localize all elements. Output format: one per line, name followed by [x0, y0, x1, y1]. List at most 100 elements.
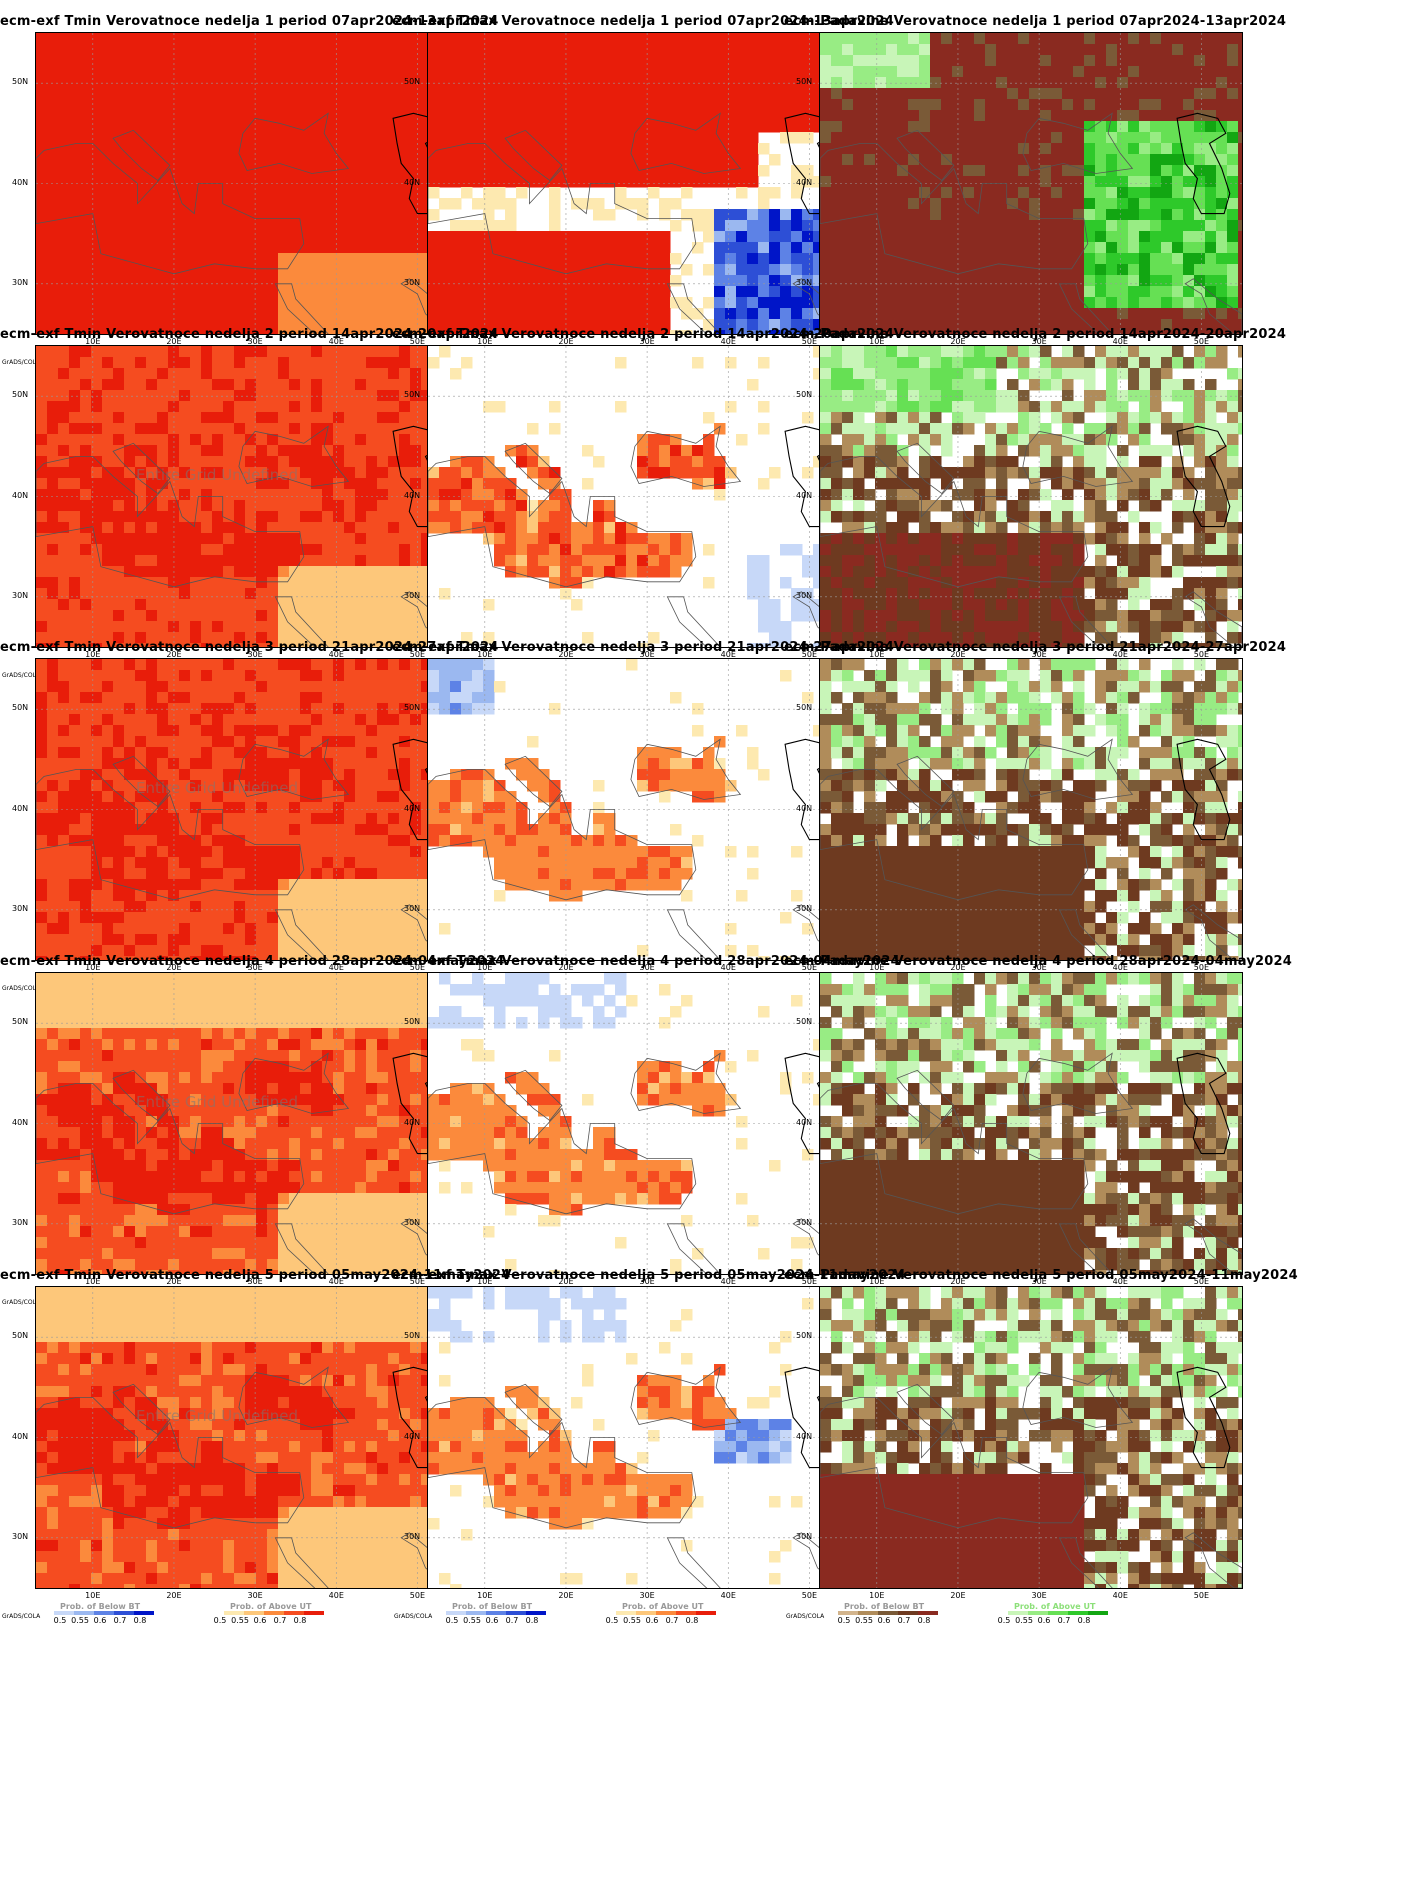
- lon-label: 20E: [166, 337, 182, 346]
- coastline-gulf: [1184, 904, 1242, 960]
- grads-credit: GrADS/COLA: [2, 985, 41, 992]
- legend-title: Prob. of Above UT: [230, 1602, 312, 1611]
- legend-tick: 0.8: [685, 1616, 699, 1625]
- lon-label: 40E: [720, 650, 736, 659]
- legend-tick: 0.5: [837, 1616, 851, 1625]
- lon-label: 20E: [558, 1591, 574, 1600]
- coastline-caspian: [1176, 738, 1231, 841]
- lon-label: 30E: [247, 650, 263, 659]
- grads-credit: GrADS/COLA: [2, 1299, 41, 1306]
- legend-below: Prob. of Below BT 0.5 0.55 0.6 0.7 0.8: [824, 1602, 944, 1628]
- probability-map: [820, 973, 1242, 1274]
- panel-title: ecm-exf Tmin Verovatnoce nedelja 3 perio…: [0, 640, 499, 655]
- coastline-adriatic: [504, 1383, 563, 1436]
- coastline-gulf: [792, 1218, 850, 1274]
- grads-credit: GrADS/COLA: [2, 359, 41, 366]
- map-panel: ecm-exf Tmax Verovatnoce nedelja 5 perio…: [392, 1254, 906, 1633]
- coastline-gulf: [792, 1532, 850, 1588]
- lat-label: 40N: [796, 490, 813, 500]
- legend-tick: 0.55: [1015, 1616, 1033, 1625]
- probability-map: [820, 346, 1242, 647]
- lon-label: 10E: [85, 1277, 101, 1286]
- map-panel: ecm-Padavine Verovatnoce nedelja 3 perio…: [784, 626, 1286, 1005]
- lat-label: 50N: [404, 77, 421, 87]
- lat-label: 40N: [404, 803, 421, 813]
- map-frame: Entire Grid Undefined: [35, 658, 459, 961]
- legend-tick: 0.5: [605, 1616, 619, 1625]
- coastline-red: [1058, 1223, 1113, 1274]
- panel-title: ecm-exf Tmax Verovatnoce nedelja 4 perio…: [392, 954, 900, 969]
- map-panel: ecm-exf Tmax Verovatnoce nedelja 2 perio…: [392, 313, 894, 692]
- legend-ticks: 0.5 0.55 0.6 0.7 0.8: [994, 1616, 1114, 1626]
- lon-label: 50E: [409, 963, 426, 972]
- legend-colorbar: [54, 1611, 154, 1615]
- probability-map: [428, 346, 850, 647]
- lon-label: 30E: [1031, 650, 1047, 659]
- lat-label: 30N: [796, 590, 813, 600]
- probability-map: [428, 659, 850, 960]
- lat-label: 50N: [12, 1331, 29, 1341]
- lat-label: 30N: [404, 1217, 421, 1227]
- coastline-black: [1022, 1366, 1134, 1428]
- grid-undefined-note: Entire Grid Undefined: [136, 466, 299, 484]
- lon-label: 10E: [477, 1591, 493, 1600]
- lon-label: 50E: [801, 1591, 818, 1600]
- map-frame: [427, 658, 851, 961]
- coastline-adriatic: [896, 1069, 955, 1122]
- coastline-black: [238, 425, 350, 487]
- probability-map: [36, 346, 458, 647]
- lon-label: 50E: [409, 337, 426, 346]
- lon-label: 20E: [166, 1277, 182, 1286]
- coastline-gulf: [1184, 591, 1242, 647]
- legend-tick: 0.7: [665, 1616, 679, 1625]
- lon-label: 30E: [639, 650, 655, 659]
- panel-title: ecm-exf Tmin Verovatnoce nedelja 4 perio…: [0, 954, 505, 969]
- lon-label: 10E: [85, 337, 101, 346]
- coastline-adriatic: [504, 442, 563, 495]
- coastline-med: [428, 143, 697, 275]
- lon-label: 50E: [801, 963, 818, 972]
- lon-label: 40E: [720, 1591, 736, 1600]
- coastline-adriatic: [504, 129, 563, 182]
- map-frame: [427, 1286, 851, 1589]
- lon-label: 40E: [720, 963, 736, 972]
- probability-map: [428, 973, 850, 1274]
- coastline-black: [1022, 425, 1134, 487]
- lon-label: 40E: [1112, 650, 1128, 659]
- panel-title: ecm-exf Tmax Verovatnoce nedelja 3 perio…: [392, 640, 894, 655]
- coastline-med: [820, 769, 1089, 901]
- legend-ticks: 0.5 0.55 0.6 0.7 0.8: [40, 1616, 160, 1626]
- legend-tick: 0.7: [113, 1616, 127, 1625]
- coastline-black: [1022, 112, 1134, 174]
- map-frame: [819, 658, 1243, 961]
- lat-label: 50N: [12, 77, 29, 87]
- legend-tick: 0.55: [623, 1616, 641, 1625]
- lat-label: 30N: [12, 903, 29, 913]
- map-frame: [819, 32, 1243, 335]
- legend-tick: 0.8: [917, 1616, 931, 1625]
- legend-tick: 0.8: [293, 1616, 307, 1625]
- lon-label: 50E: [1193, 1591, 1210, 1600]
- coastline-gulf: [792, 278, 850, 334]
- coastline-med: [36, 769, 305, 901]
- lon-label: 10E: [85, 1591, 101, 1600]
- coastline-med: [428, 1397, 697, 1529]
- lat-label: 50N: [404, 1331, 421, 1341]
- coastline-black: [630, 1052, 742, 1114]
- grid-undefined-note: Entire Grid Undefined: [136, 1407, 299, 1425]
- coastline-red: [666, 909, 721, 960]
- lat-label: 30N: [12, 1531, 29, 1541]
- lon-label: 40E: [720, 1277, 736, 1286]
- lon-label: 20E: [166, 650, 182, 659]
- lon-label: 20E: [166, 1591, 182, 1600]
- lat-label: 30N: [12, 590, 29, 600]
- lon-label: 20E: [950, 650, 966, 659]
- coastline-adriatic: [896, 129, 955, 182]
- lon-label: 30E: [639, 1591, 655, 1600]
- lat-label: 30N: [404, 903, 421, 913]
- lon-label: 10E: [869, 1591, 885, 1600]
- lat-label: 40N: [796, 1431, 813, 1441]
- lon-label: 50E: [409, 650, 426, 659]
- panel-title: ecm-Padavine Verovatnoce nedelja 5 perio…: [784, 1268, 1298, 1283]
- lat-label: 30N: [12, 1217, 29, 1227]
